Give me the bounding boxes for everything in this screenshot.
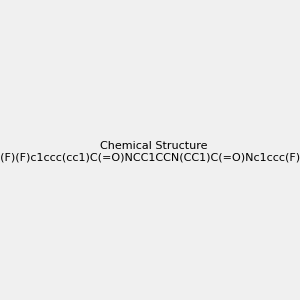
Text: Chemical Structure
FC(F)(F)c1ccc(cc1)C(=O)NCC1CCN(CC1)C(=O)Nc1ccc(F)cc1: Chemical Structure FC(F)(F)c1ccc(cc1)C(=… [0, 141, 300, 162]
